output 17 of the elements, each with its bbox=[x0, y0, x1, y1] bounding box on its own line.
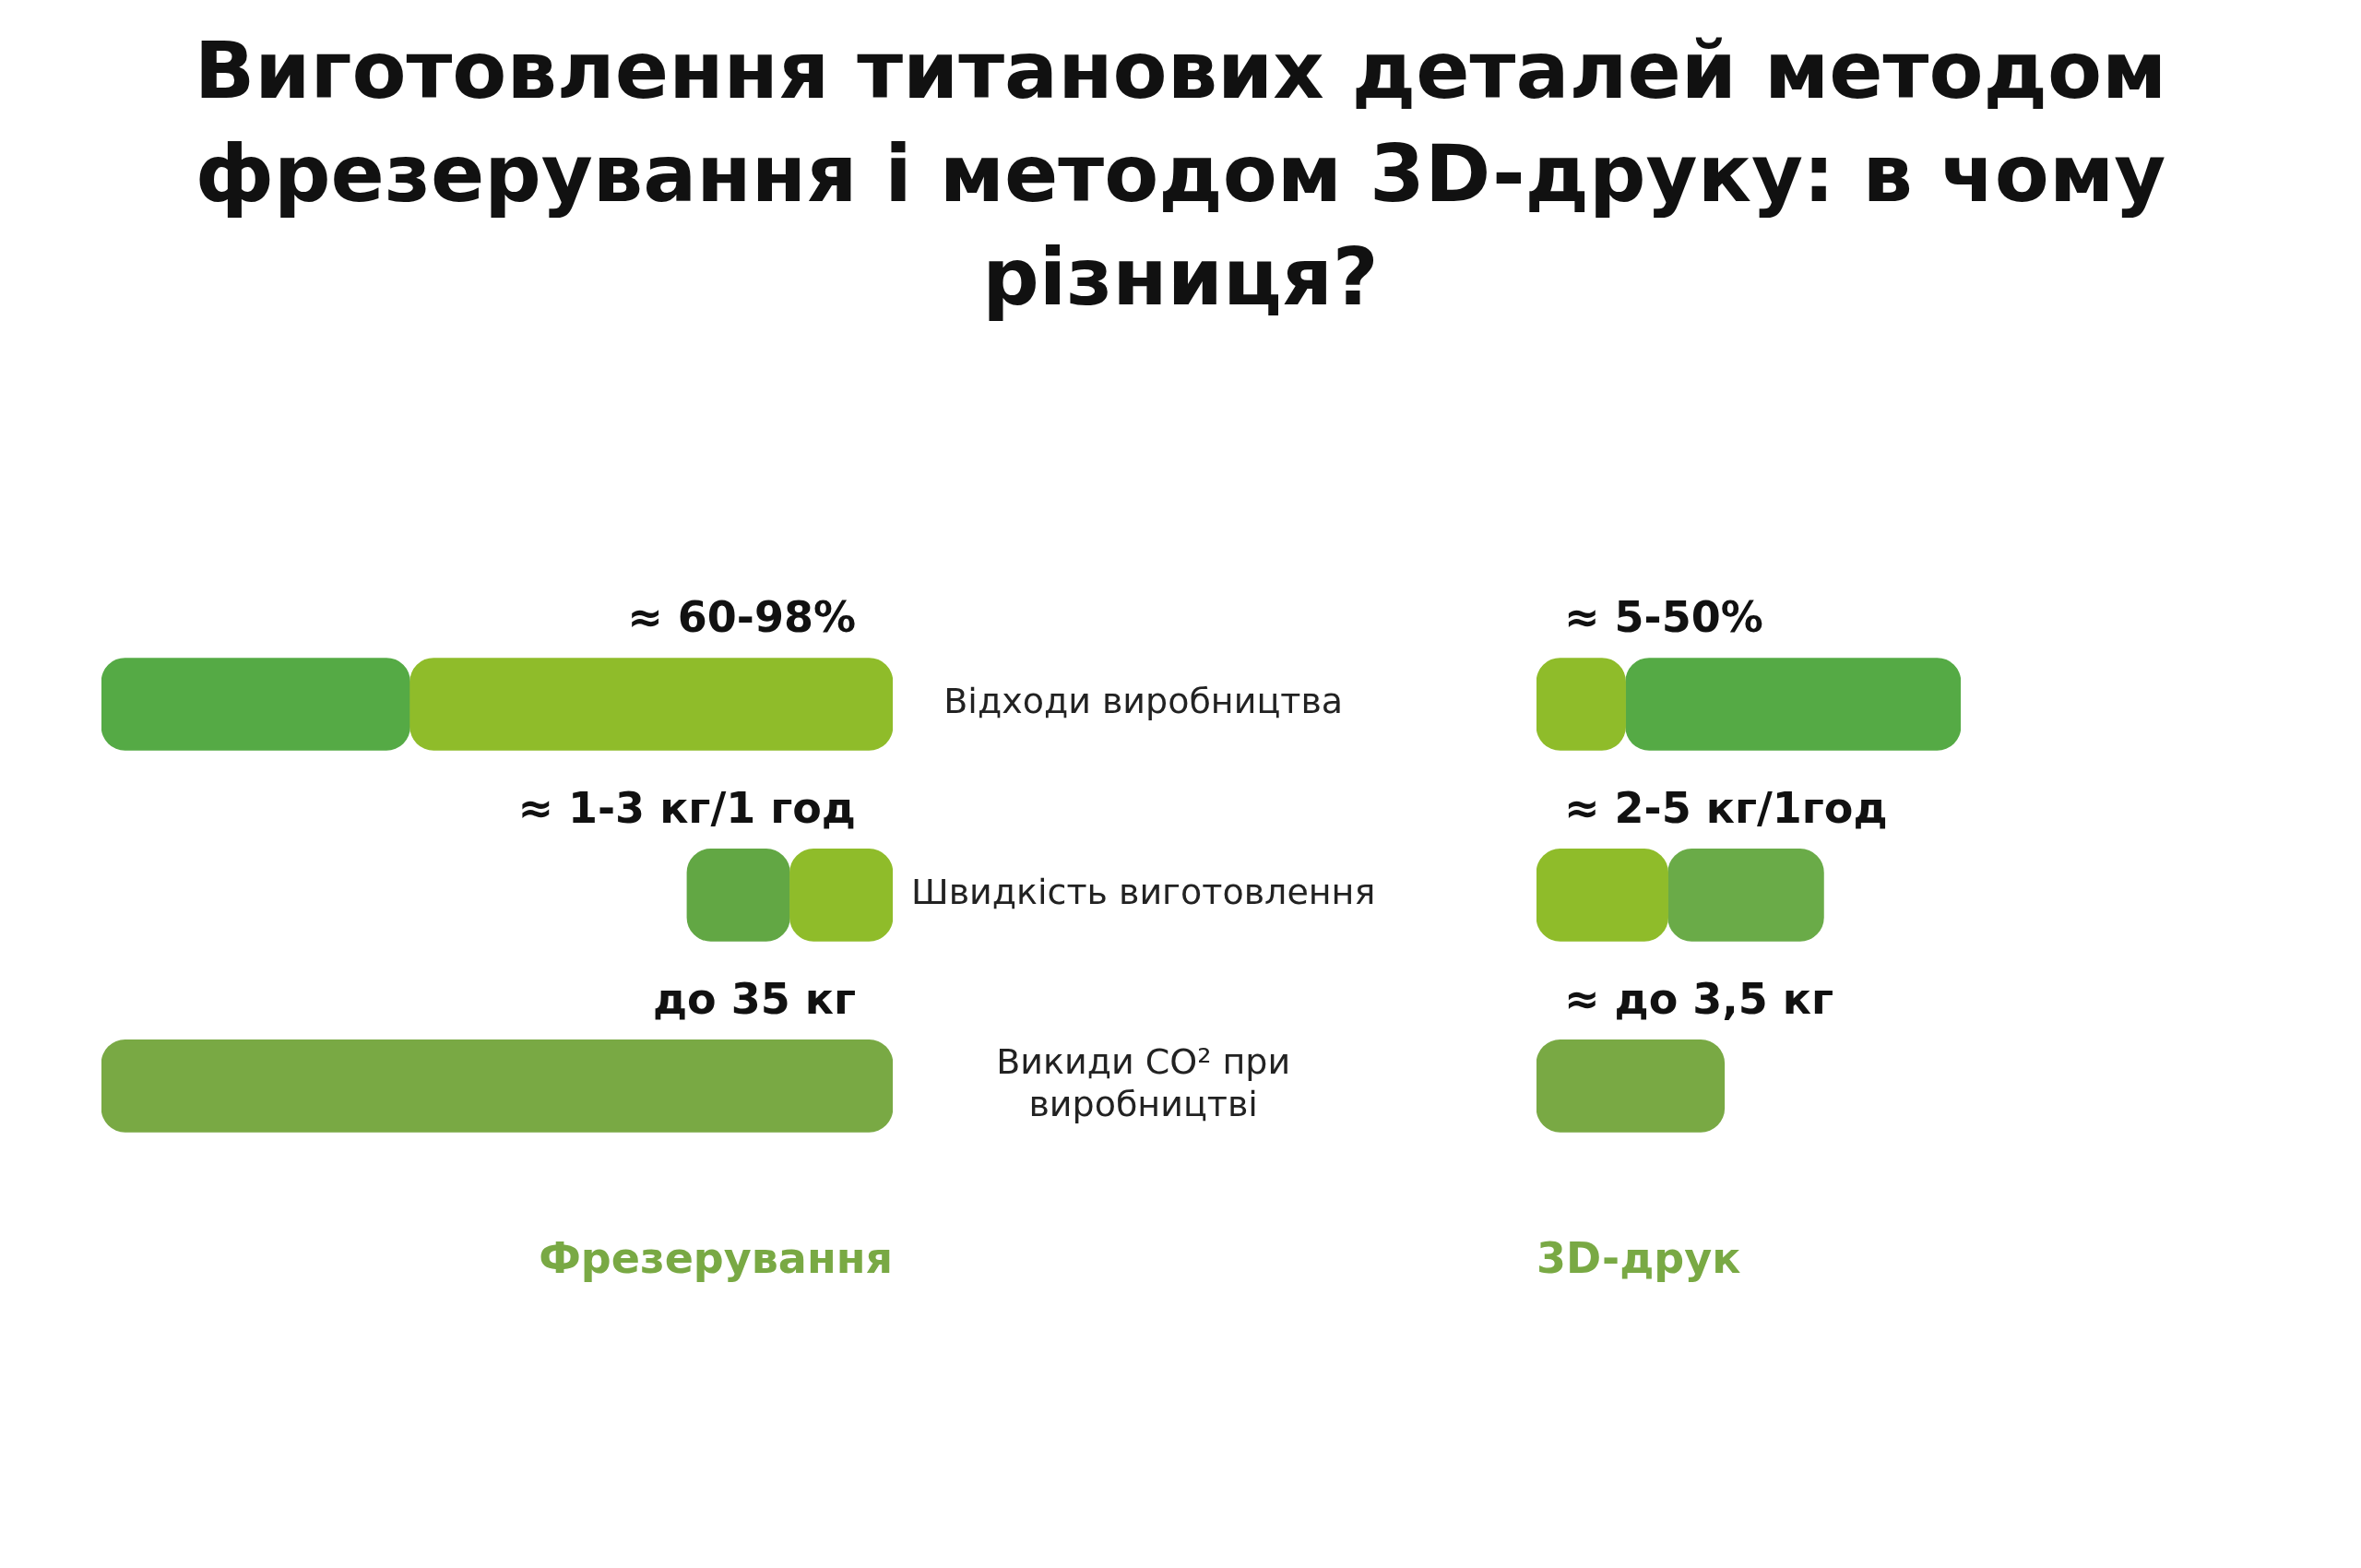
annotation: ≈ 2-5 кг/1год bbox=[1564, 783, 1888, 834]
bar bbox=[1536, 849, 1668, 942]
annotation: ≈ до 3,5 кг bbox=[1564, 974, 1834, 1025]
x-axis-title: Фрезерування bbox=[539, 1233, 893, 1284]
y-tick-label: Швидкість виготовлення bbox=[910, 872, 1376, 913]
y-tick-label: Відходи виробництва bbox=[943, 681, 1344, 722]
annotation: до 35 кг bbox=[652, 974, 856, 1025]
bar bbox=[1667, 849, 1824, 942]
x-axis-title: 3D-друк bbox=[1536, 1233, 1741, 1284]
annotation: ≈ 60-98% bbox=[627, 592, 856, 643]
annotation: ≈ 5-50% bbox=[1564, 592, 1763, 643]
bar bbox=[1536, 658, 1626, 751]
y-tick-label: Викиди CO² при виробництві bbox=[996, 1041, 1291, 1125]
text: Виготовлення титанових деталей методом фрезерування і методом 3D-друку: в чому різниця? bbox=[193, 23, 2168, 325]
bar bbox=[1625, 658, 1961, 751]
bar bbox=[1536, 1039, 1726, 1133]
annotation: ≈ 1-3 кг/1 год bbox=[517, 783, 856, 834]
